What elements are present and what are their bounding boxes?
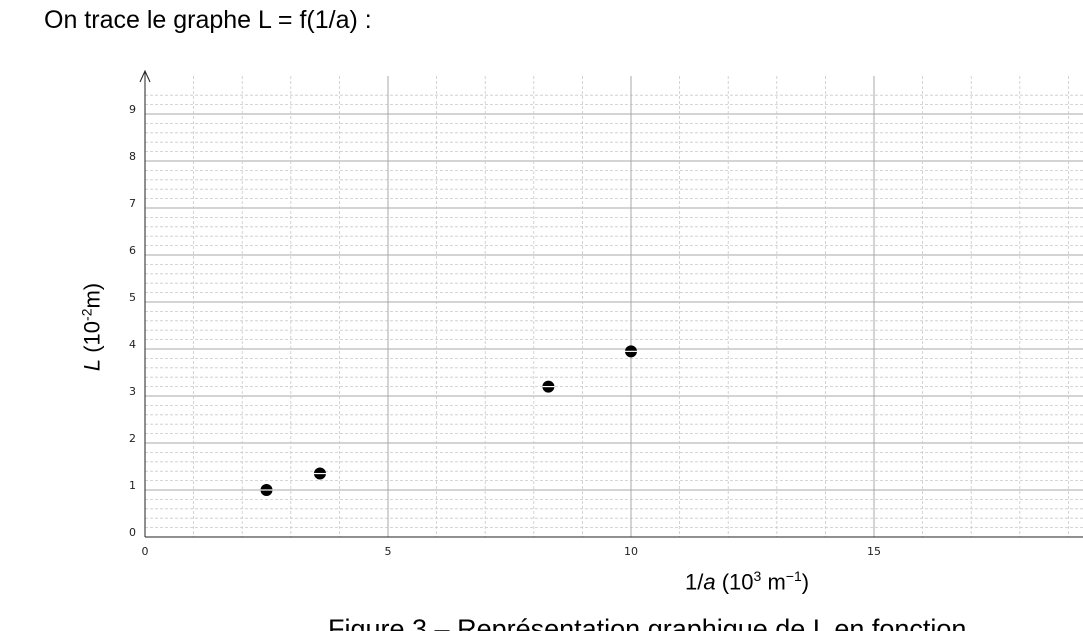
x-axis-unit-open: (10 — [715, 569, 754, 595]
y-tick-label: 4 — [129, 338, 136, 351]
y-axis-unit-exponent: -2 — [78, 308, 95, 321]
y-axis-arrow-icon — [139, 69, 151, 83]
x-axis-unit-exponent: 3 — [753, 568, 762, 584]
y-tick-label: 2 — [129, 432, 136, 445]
x-tick-label: 5 — [385, 545, 392, 558]
tick-labels: 0 1 2 3 4 5 6 7 8 9 0 5 10 15 — [129, 103, 881, 558]
y-tick-label: 7 — [129, 197, 136, 210]
x-axis-unit-exponent-2: −1 — [785, 568, 802, 584]
y-tick-label: 9 — [129, 103, 136, 116]
y-tick-label: 1 — [129, 479, 136, 492]
data-point — [313, 467, 326, 480]
figure-caption: Figure 3 – Représentation graphique de L… — [328, 614, 967, 631]
y-tick-label: 0 — [129, 526, 136, 539]
y-tick-label: 5 — [129, 291, 136, 304]
x-tick-label: 0 — [142, 545, 149, 558]
data-point — [260, 484, 273, 496]
y-axis-var: L — [79, 358, 105, 372]
x-tick-label: 15 — [867, 545, 881, 558]
y-axis-unit-close: m) — [79, 282, 105, 309]
y-tick-label: 3 — [129, 385, 136, 398]
x-axis-unit-mid: m — [761, 569, 786, 595]
y-tick-label: 6 — [129, 244, 136, 257]
y-tick-label: 8 — [129, 150, 136, 163]
data-point — [542, 380, 555, 393]
y-axis-title: L (10-2m) — [78, 283, 105, 371]
x-axis-var: a — [703, 569, 716, 595]
grid — [145, 76, 1083, 537]
x-tick-label: 10 — [624, 545, 638, 558]
x-axis-unit-close: ) — [801, 569, 810, 595]
x-axis-prefix: 1/ — [685, 569, 704, 595]
data-points — [260, 345, 637, 496]
intro-text: On trace le graphe L = f(1/a) : — [44, 6, 372, 34]
y-axis-unit-open: (10 — [79, 320, 105, 359]
x-axis-title: 1/a (103 m−1) — [685, 568, 809, 595]
data-point — [625, 345, 637, 358]
axes — [139, 69, 1083, 538]
